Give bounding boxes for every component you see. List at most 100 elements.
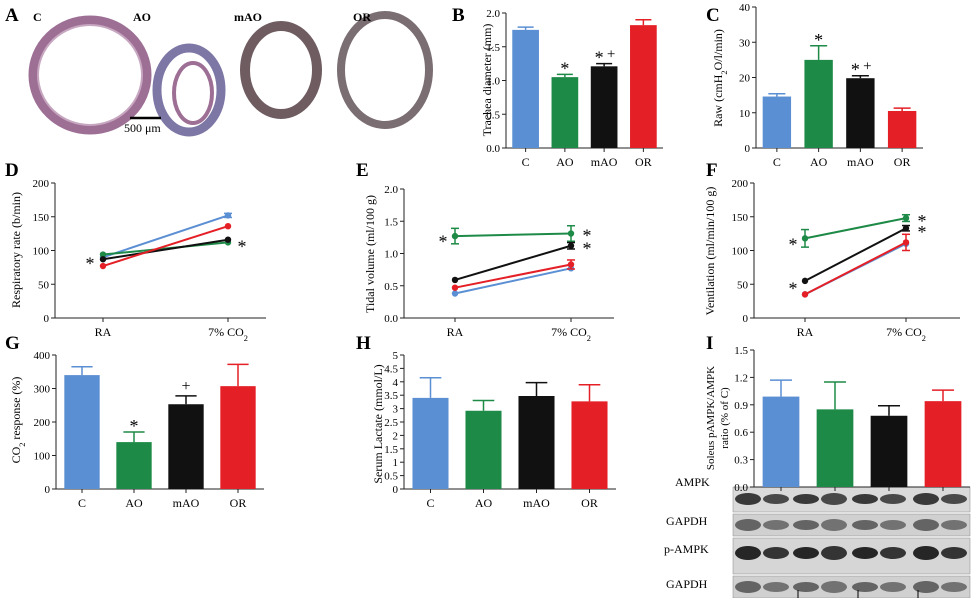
data-point-or [801,291,809,298]
y-tick-label: 0.5 [384,281,398,293]
y-tick-label: 0 [393,484,399,496]
y-tick-label: 0 [45,484,51,496]
bar-or [924,401,962,487]
blot-band [941,494,967,504]
y-tick-label: 5 [393,350,399,362]
blot-band [852,582,878,592]
blot-band [793,520,819,530]
y-tick-label: 100 [732,246,749,258]
series-line-mao [102,238,229,261]
data-point-c [224,212,232,219]
bar-c [762,396,800,487]
blot-band [793,547,819,559]
bar-ao [804,59,833,148]
data-point-mao [567,242,575,249]
histology-ring-mao [240,21,322,119]
bar-c [64,375,100,489]
blot-band [763,520,789,530]
panel-letter-a: A [5,5,19,26]
y-axis-label: Ventilation (ml/min/100 g) [703,187,717,316]
y-axis-label: CO2 response (%) [9,377,27,464]
series-line-or [454,263,572,289]
histology-label-or: OR [353,10,371,24]
panel-letter: B [452,5,465,26]
y-tick-label: 0.5 [384,471,398,483]
y-tick-label: 0.3 [734,455,748,467]
y-tick-label: 0.6 [734,427,748,439]
y-tick-label: 3.5 [384,390,398,402]
blot-label-gapdh-2: GAPDH [666,577,708,591]
chart-h: H 00.5 11.5 22.53 3.54 4.55 Serum Lactate (mmo… [356,333,616,510]
blot-band [913,581,939,593]
y-tick-label: 150 [732,212,749,224]
x-tick-label: mAO [173,496,200,510]
bar-c [762,96,792,148]
y-tick-label: 20 [739,73,751,85]
series-line-c [102,214,229,259]
blot-strip-gapdh-1 [732,513,971,537]
blot-band [880,494,906,504]
y-tick-label: 1.5 [384,216,398,228]
y-tick-label: 40 [739,2,751,14]
series-line-mao [454,244,572,281]
y-tick-label: 400 [34,350,51,362]
bar-or [571,401,608,489]
blot-band [941,582,967,592]
x-tick-label: AO [810,155,828,169]
chart-e: E 0.0 0.5 1.0 1.5 2.0 Tidal volume (ml/100 g) R… [356,160,614,343]
significance-marker: * [560,58,569,78]
significance-marker-plus: + [863,59,871,75]
significance-marker: * [851,60,860,80]
significance-marker: * [918,211,927,231]
chart-f: F 0 50 100 150 200 Ventilation (ml/min/100 g) R… [703,160,960,343]
blot-label-ampk: AMPK [675,475,710,489]
data-point-or [451,284,459,291]
data-point-or [224,223,232,230]
bar-c [412,397,449,489]
bar-or [887,110,917,148]
bar-mao [518,396,555,489]
significance-marker: * [814,30,823,50]
blot-band [793,494,819,504]
bar-ao [816,409,854,487]
data-point-or [567,261,575,268]
panel-letter: F [706,160,718,181]
significance-marker: * [583,226,592,246]
blot-band [821,546,847,560]
data-point-mao [801,277,809,285]
series-line-c [454,267,572,295]
y-axis-label: Tidal volume (ml/100 g) [363,195,377,313]
significance-marker-plus: + [607,47,615,63]
y-tick-label: 100 [33,246,50,258]
blot-band [735,581,761,593]
y-tick-label: 200 [34,417,51,429]
y-tick-label: 2.0 [384,184,398,196]
bar-ao [465,410,502,489]
histology-label-c: C [33,10,42,24]
series-line-ao [804,217,907,240]
data-point-mao [902,225,910,232]
y-tick-label: 1 [393,457,399,469]
blot-label-gapdh-1: GAPDH [666,514,708,528]
blot-band [735,546,761,560]
data-point-mao [224,236,232,243]
data-point-c [451,290,459,297]
panel-letter: D [5,160,19,181]
bar-or [220,386,256,489]
y-axis-label: Raw (cmH2O/l/min) [711,29,729,127]
chart-i: I 0.0 0.3 0.6 0.9 1.2 1.5 Soleus pAMPK/AMPK rati… [705,333,970,494]
y-tick-label: 3 [393,404,399,416]
y-tick-label: 0 [743,313,749,325]
blot-band [880,547,906,559]
y-tick-label: 1.5 [486,42,500,54]
y-tick-label: 0 [745,143,751,155]
significance-marker: * [238,236,247,256]
bar-ao [551,77,579,148]
x-tick-label: OR [635,155,652,169]
data-point-ao [567,230,575,237]
chart-g: G 0 100 200 300 400 CO2 response (%) C AO * mAO + OR [5,333,264,510]
x-tick-label: AO [125,496,143,510]
x-tick-label: C [522,155,530,169]
